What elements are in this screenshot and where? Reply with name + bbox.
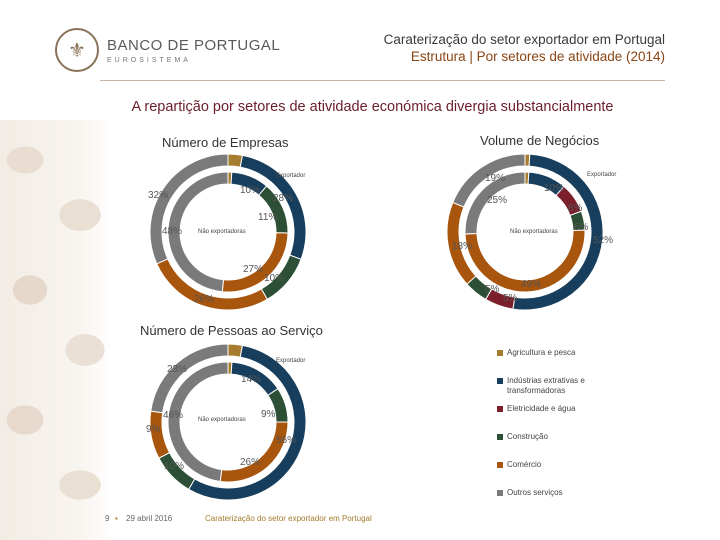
data-label: 8% [568, 203, 583, 214]
slide-title: Caraterização do setor exportador em Por… [383, 32, 665, 47]
outer-slice-out [149, 153, 229, 265]
legend: Agricultura e pesca Indústrias extrativas… [497, 348, 607, 516]
ring-label-outer: Exportador [276, 173, 305, 179]
data-label: 52% [593, 235, 613, 246]
donut-chart-2: 19%10%25%8%6%52%18%49%5%5%ExportadorNão … [446, 153, 616, 311]
data-label: 5% [485, 284, 500, 295]
crest-icon: ⚜ [55, 28, 99, 72]
data-label: 48% [162, 226, 182, 237]
outer-slice-out [150, 343, 229, 414]
footer-date: 29 abril 2016 [126, 514, 173, 523]
data-label: 9% [261, 409, 276, 420]
outer-slice-out [452, 153, 526, 208]
legend-swatch [497, 406, 503, 412]
data-label: 9% [146, 424, 161, 435]
footer-separator: ▪ [115, 514, 118, 523]
legend-item-const: Construção [497, 432, 607, 442]
data-label: 27% [243, 264, 263, 275]
data-label: 25% [487, 195, 507, 206]
legend-swatch [497, 434, 503, 440]
decorative-background [0, 120, 112, 540]
legend-label: Comércio [507, 460, 542, 469]
data-label: 26% [194, 294, 214, 305]
ring-label-outer: Exportador [587, 172, 616, 178]
bank-logo: ⚜ BANCO DE PORTUGAL EUROSISTEMA [55, 28, 280, 72]
data-label: 10% [264, 273, 284, 284]
data-label: 26% [240, 457, 260, 468]
inner-slice-out [464, 171, 526, 235]
legend-item-com: Comércio [497, 460, 607, 470]
slide-subtitle: Estrutura | Por setores de atividade (20… [410, 49, 665, 64]
page-number: 9 [105, 514, 110, 523]
footer-note: Caraterização do setor exportador em Por… [205, 514, 372, 523]
ring-label-inner: Não exportadoras [510, 229, 558, 235]
data-label: 23% [167, 364, 187, 375]
slide-header: Caraterização do setor exportador em Por… [384, 31, 665, 65]
ring-label-outer: Exportador [276, 358, 305, 364]
data-label: 19% [485, 173, 505, 184]
data-label: 10% [544, 183, 564, 194]
legend-swatch [497, 490, 503, 496]
data-label: 11% [258, 212, 277, 223]
header-divider [100, 80, 665, 81]
data-label: 6% [574, 222, 589, 233]
data-label: 5% [503, 293, 518, 304]
legend-item-elec: Eletricidade e água [497, 404, 607, 414]
data-label: 28% [273, 193, 293, 204]
chart-title-negocios: Volume de Negócios [480, 133, 600, 148]
legend-item-agr: Agricultura e pesca [497, 348, 607, 358]
data-label: 56% [276, 435, 296, 446]
data-label: 32% [148, 190, 168, 201]
chart-title-pessoas: Número de Pessoas ao Serviço [140, 323, 323, 338]
legend-swatch [497, 378, 503, 384]
legend-label: Eletricidade e água [507, 404, 576, 413]
inner-slice-out [167, 361, 229, 483]
legend-label: Construção [507, 432, 548, 441]
data-label: 46% [163, 410, 183, 421]
data-label: 49% [521, 279, 541, 290]
legend-item-ind: Indústrias extrativas e transformadoras [497, 376, 607, 396]
ring-label-inner: Não exportadoras [198, 229, 246, 235]
data-label: 10% [164, 461, 184, 472]
ring-label-inner: Não exportadoras [198, 417, 246, 423]
legend-label: Agricultura e pesca [507, 348, 576, 357]
chart-title-empresas: Número de Empresas [162, 135, 289, 150]
data-label: 14% [241, 374, 261, 385]
data-label: 18% [452, 241, 472, 252]
inner-slice-out [167, 171, 229, 293]
data-label: 10% [240, 185, 260, 196]
logo-subtitle: EUROSISTEMA [107, 56, 191, 64]
headline: A repartição por setores de atividade ec… [131, 99, 614, 115]
logo-name: BANCO DE PORTUGAL [107, 36, 281, 54]
legend-item-out: Outros serviços [497, 488, 607, 498]
legend-swatch [497, 462, 503, 468]
legend-swatch [497, 350, 503, 356]
legend-label: Outros serviços [507, 488, 563, 497]
legend-label: Indústrias extrativas e transformadoras [507, 376, 585, 395]
